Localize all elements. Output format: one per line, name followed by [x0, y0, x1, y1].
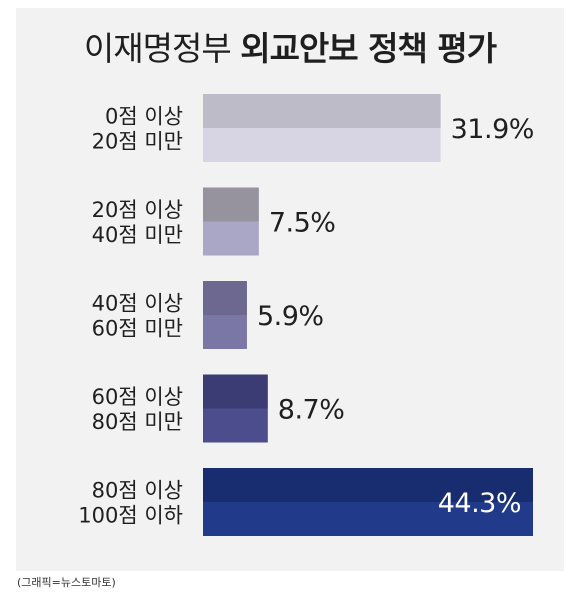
chart-title-part-2: 외교안보 — [240, 29, 358, 68]
category-label-4-line-1: 60점 이상 — [92, 385, 183, 409]
bar-3-bottom — [203, 315, 247, 349]
bar-3-top — [203, 281, 247, 315]
category-label-4-line-2: 80점 미만 — [92, 410, 183, 434]
value-label-5: 44.3% — [438, 488, 521, 519]
bar-5-bottom — [203, 502, 533, 536]
value-label-4: 8.7% — [278, 395, 345, 426]
source-note: (그래픽=뉴스토마토) — [17, 576, 116, 589]
bar-5-top — [203, 468, 533, 502]
category-label-2-line-1: 20점 이상 — [92, 198, 183, 222]
bar-2-bottom — [203, 221, 259, 256]
chart-title-part-3: 정책 평가 — [357, 29, 497, 68]
bar-2-top — [203, 187, 259, 222]
category-label-2-line-2: 40점 미만 — [92, 223, 183, 247]
bar-4-top — [203, 374, 268, 409]
bar-1-bottom — [203, 128, 441, 162]
value-label-3: 5.9% — [257, 301, 324, 332]
value-label-1: 31.9% — [451, 114, 534, 145]
category-label-3-line-2: 60점 미만 — [92, 317, 183, 341]
category-label-5-line-1: 80점 이상 — [92, 479, 183, 503]
category-label-1-line-2: 20점 미만 — [92, 130, 183, 154]
category-label-1-line-1: 0점 이상 — [105, 105, 183, 129]
bar-4-bottom — [203, 408, 268, 443]
category-label-3-line-1: 40점 이상 — [92, 292, 183, 316]
value-label-2: 7.5% — [269, 208, 336, 239]
bar-1-top — [203, 94, 441, 128]
category-label-5-line-2: 100점 이하 — [78, 504, 183, 528]
chart-title: 이재명정부 외교안보 정책 평가 — [16, 22, 564, 70]
chart-title-part-1: 이재명정부 — [83, 29, 241, 68]
chart-panel: 이재명정부 외교안보 정책 평가 0점 이상 20점 미만 31.9% 20점 이상 4… — [16, 8, 564, 571]
